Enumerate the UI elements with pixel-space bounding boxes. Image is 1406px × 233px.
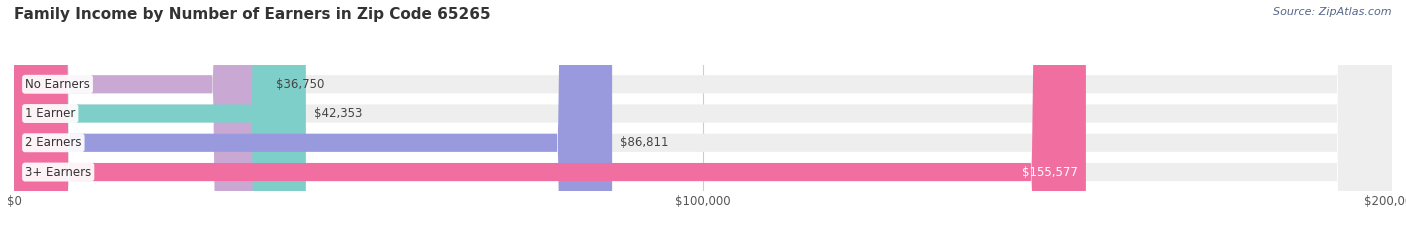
Text: 2 Earners: 2 Earners — [25, 136, 82, 149]
Text: 3+ Earners: 3+ Earners — [25, 165, 91, 178]
Text: No Earners: No Earners — [25, 78, 90, 91]
FancyBboxPatch shape — [14, 0, 612, 233]
Text: $155,577: $155,577 — [1022, 165, 1077, 178]
Text: $86,811: $86,811 — [620, 136, 669, 149]
FancyBboxPatch shape — [14, 0, 1392, 233]
Text: $36,750: $36,750 — [276, 78, 323, 91]
FancyBboxPatch shape — [14, 0, 1392, 233]
FancyBboxPatch shape — [14, 0, 267, 233]
Text: $42,353: $42,353 — [314, 107, 363, 120]
Text: 1 Earner: 1 Earner — [25, 107, 76, 120]
FancyBboxPatch shape — [14, 0, 307, 233]
FancyBboxPatch shape — [14, 0, 1392, 233]
Text: Family Income by Number of Earners in Zip Code 65265: Family Income by Number of Earners in Zi… — [14, 7, 491, 22]
FancyBboxPatch shape — [14, 0, 1392, 233]
Text: Source: ZipAtlas.com: Source: ZipAtlas.com — [1274, 7, 1392, 17]
FancyBboxPatch shape — [14, 0, 1085, 233]
